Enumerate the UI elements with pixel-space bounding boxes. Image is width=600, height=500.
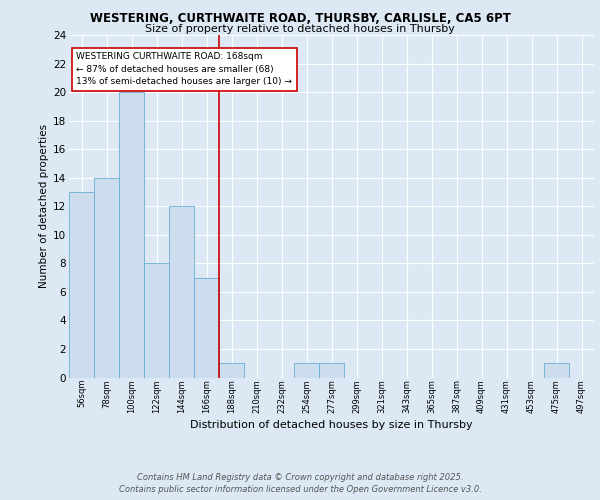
Bar (169, 206, 194, 378)
Text: Size of property relative to detached houses in Thursby: Size of property relative to detached ho… (145, 24, 455, 34)
Bar (319, 363, 344, 378)
Bar (144, 264, 169, 378)
Bar (194, 278, 219, 378)
Bar (294, 363, 319, 378)
Text: WESTERING, CURTHWAITE ROAD, THURSBY, CARLISLE, CA5 6PT: WESTERING, CURTHWAITE ROAD, THURSBY, CAR… (89, 12, 511, 26)
Bar (119, 92, 144, 378)
Bar (544, 363, 569, 378)
Bar (94, 178, 119, 378)
Text: Contains HM Land Registry data © Crown copyright and database right 2025.
Contai: Contains HM Land Registry data © Crown c… (119, 472, 481, 494)
Bar (69, 192, 94, 378)
Y-axis label: Number of detached properties: Number of detached properties (39, 124, 49, 288)
Text: WESTERING CURTHWAITE ROAD: 168sqm
← 87% of detached houses are smaller (68)
13% : WESTERING CURTHWAITE ROAD: 168sqm ← 87% … (77, 52, 292, 86)
X-axis label: Distribution of detached houses by size in Thursby: Distribution of detached houses by size … (190, 420, 473, 430)
Bar (219, 363, 244, 378)
